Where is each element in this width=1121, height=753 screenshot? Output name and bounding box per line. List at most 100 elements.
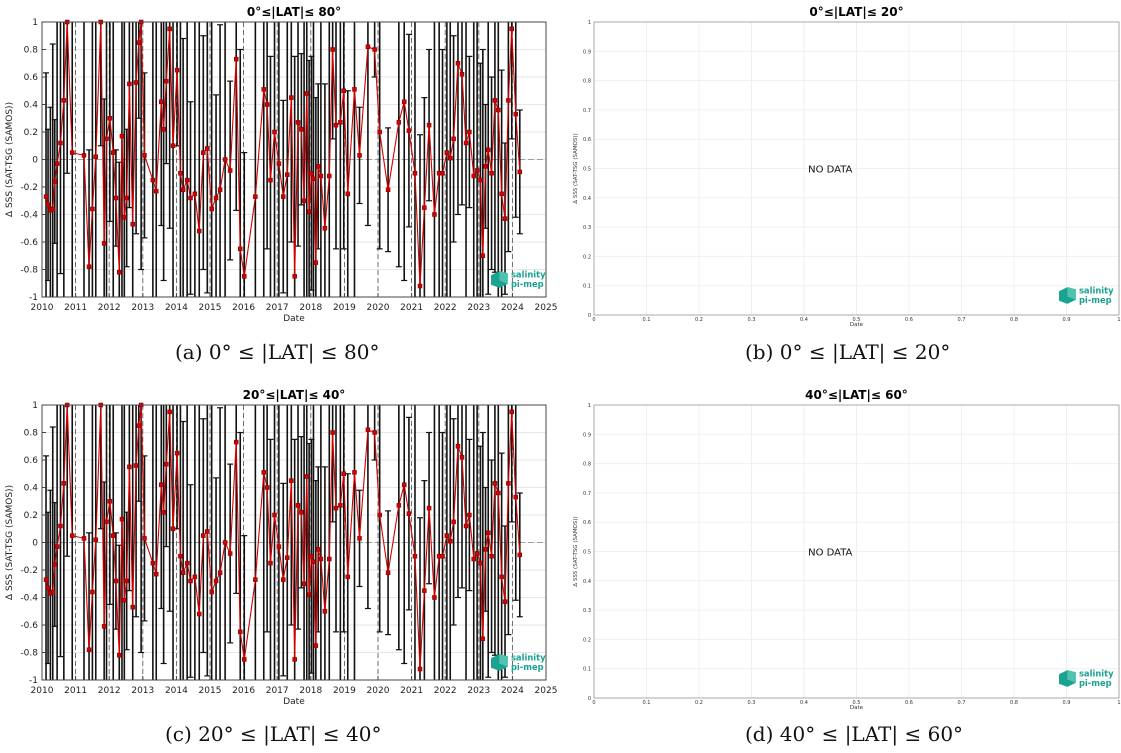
data-point [101,624,107,629]
logo-cube-face-icon [499,271,508,284]
x-tick-label: 0.8 [1010,700,1018,706]
grid [593,404,1120,699]
y-tick-label: 0.8 [583,462,591,468]
x-axis-label: Date [283,314,305,324]
chart-d: 0 0.1 0.2 0.3 0.4 0.5 0.6 0.7 0.8 0.9 1 0 0.1 0.2 0.3 0… [573,388,1121,711]
data-point [299,510,304,515]
data-point [133,463,139,468]
data-point [237,246,243,252]
chart-title: 40°≤|LAT|≤ 60° [805,388,908,402]
data-point [412,171,418,176]
x-tick-label: 0.1 [643,700,651,706]
data-point [426,122,432,128]
data-point [478,560,483,566]
data-point [341,88,346,93]
y-tick-label: -0.4 [20,211,38,221]
x-tick-label: 0.5 [853,700,861,706]
chart-title: 0°≤|LAT|≤ 20° [809,5,903,19]
markers [43,19,523,289]
data-point [467,512,472,518]
data-point [492,98,498,103]
data-point [119,516,125,522]
data-point [192,574,198,580]
y-tick-label: -0.2 [20,566,38,576]
data-point [261,470,267,475]
data-point [50,589,56,595]
x-tick-label: 0.3 [748,700,756,706]
data-point [58,140,63,146]
y-axis-label: Δ SSS (SAT-TSG (SAMOS)) [5,485,15,600]
data-point [205,529,210,534]
data-point [327,556,332,562]
data-point [130,221,135,227]
data-point [492,481,498,486]
x-tick-label: 0.3 [748,317,756,323]
data-point [43,577,49,582]
data-point [161,127,166,132]
chart-b: 0 0.1 0.2 0.3 0.4 0.5 0.6 0.7 0.8 0.9 1 0 0.1 0.2 0.3 0… [573,5,1121,328]
logo-line2: pi-mep [1079,295,1112,305]
data-point [396,503,402,508]
y-tick-label: 0.6 [583,520,591,526]
y-tick-label: 0.4 [24,101,39,111]
data-point [499,574,504,580]
data-point [117,653,122,658]
data-point [444,533,450,538]
data-point [289,478,294,483]
data-point [304,91,310,96]
x-tick-label: 0 [592,317,595,323]
data-point [93,537,99,542]
data-point [352,470,357,475]
data-point [159,482,164,487]
y-tick-label: 0.3 [583,225,591,231]
data-point [506,481,511,486]
data-point [178,554,183,559]
y-tick-label: 0.5 [583,167,591,173]
data-point [345,191,351,197]
data-point [86,647,92,652]
data-point [338,120,343,125]
data-point [122,598,127,603]
data-point [459,455,465,460]
data-point [242,274,247,279]
y-tick-label: 1 [32,401,38,411]
x-tick-label: 2017 [266,686,289,696]
data-point [124,195,129,201]
x-tick-label: 2015 [199,686,222,696]
data-point [338,503,343,508]
data-point [480,253,486,258]
y-tick-label: 1 [588,20,591,26]
data-point [237,629,243,635]
data-point [330,430,335,435]
data-point [50,206,56,212]
data-point [174,450,180,456]
data-point [517,169,523,175]
y-tick-label: -0.4 [20,594,38,604]
y-tick-label: -0.8 [20,649,38,659]
data-point [313,643,319,648]
data-point [412,554,418,559]
data-point [90,589,95,595]
data-point [261,87,267,92]
data-point [517,552,523,558]
y-tick-label: 0.1 [583,284,591,290]
x-tick-label: 2015 [199,303,222,313]
x-tick-label: 0.6 [905,700,913,706]
x-tick-label: 2016 [232,686,255,696]
data-point [467,129,472,135]
chart-c: 2010 2011 2012 2013 2014 2015 2016 2017 2018 2019… [5,388,558,707]
data-point [447,538,453,544]
x-tick-label: 0.9 [1063,317,1071,323]
logo-line1: salinity [1079,285,1114,295]
x-tick-label: 2025 [535,686,558,696]
data-point [509,26,514,32]
x-tick-label: 2011 [64,303,87,313]
data-point [54,161,60,166]
data-point [489,171,494,176]
data-point [301,581,307,586]
data-point [306,592,312,597]
data-point [170,143,176,148]
y-tick-label: 0.2 [24,511,38,521]
y-tick-label: 1 [32,18,38,28]
